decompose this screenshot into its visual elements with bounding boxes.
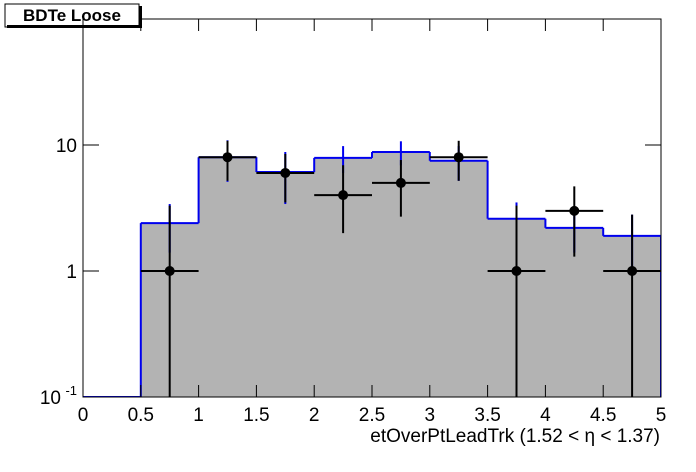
y-tick-label: 10 — [40, 388, 61, 409]
data-point — [164, 266, 175, 276]
y-tick-label: 1 — [66, 262, 77, 283]
data-point — [222, 152, 233, 163]
data-point — [569, 205, 580, 216]
title-shadow — [139, 6, 142, 28]
x-tick-label: 0.5 — [128, 405, 154, 426]
x-tick-label: 3.5 — [474, 405, 500, 426]
y-tick-exponent: -1 — [65, 383, 77, 398]
data-point — [280, 167, 291, 178]
x-tick-label: 2.5 — [359, 405, 385, 426]
chart-title: BDTe Loose — [23, 6, 121, 25]
x-tick-label: 4 — [540, 405, 551, 426]
x-tick-label: 3 — [425, 405, 436, 426]
x-axis-label: etOverPtLeadTrk (1.52 < η < 1.37) — [370, 426, 660, 447]
y-tick-label: 10 — [56, 136, 77, 157]
x-tick-label: 0 — [78, 405, 89, 426]
data-point — [453, 152, 464, 163]
x-tick-label: 5 — [656, 405, 667, 426]
data-point — [395, 177, 406, 188]
x-tick-label: 1 — [193, 405, 204, 426]
x-tick-label: 1.5 — [243, 405, 269, 426]
data-point — [627, 266, 638, 276]
plot-area — [83, 140, 661, 397]
data-point — [511, 266, 522, 276]
x-tick-label: 2 — [309, 405, 320, 426]
data-point — [338, 190, 349, 201]
x-tick-label: 4.5 — [590, 405, 616, 426]
y-tick-base: 10 — [40, 388, 61, 409]
title-shadow — [7, 25, 141, 28]
